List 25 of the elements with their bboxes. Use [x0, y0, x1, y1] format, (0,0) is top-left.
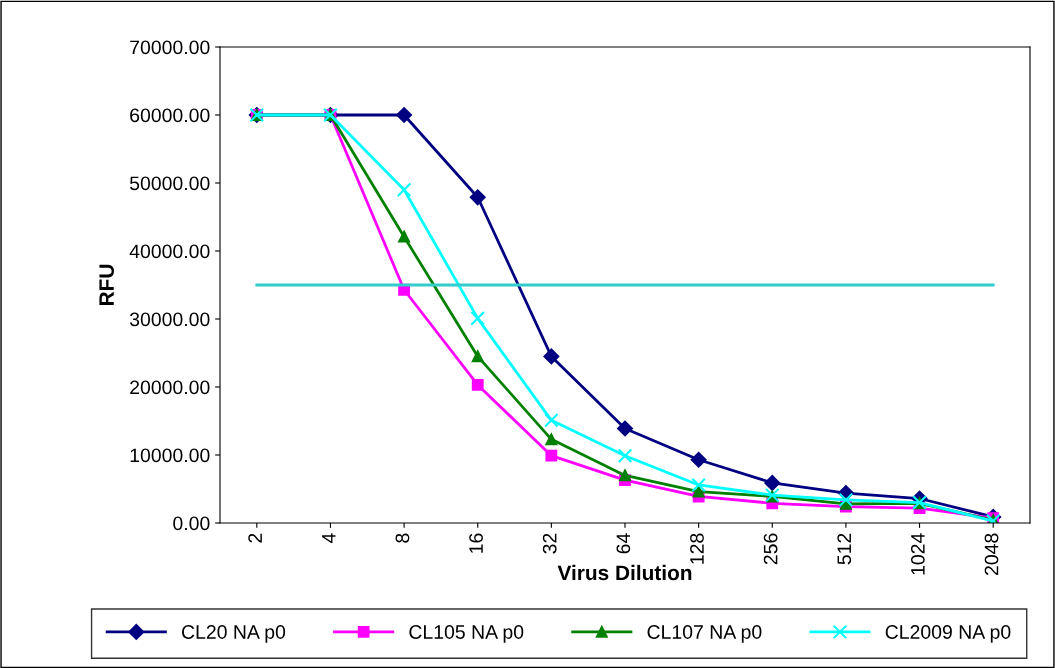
x-tick-label: 4 — [322, 533, 336, 544]
x-axis-title: Virus Dilution — [557, 564, 692, 581]
y-tick-label: 30000.00 — [129, 312, 210, 327]
x-tick-label: 512 — [837, 533, 852, 565]
x-tick-label: 128 — [690, 533, 704, 564]
y-tick-label: 70000.00 — [130, 40, 210, 55]
legend-label: CL107 NA p0 — [647, 625, 762, 643]
y-axis-title: RFU — [99, 264, 114, 306]
x-tick-label: 32 — [542, 533, 557, 554]
y-tick-label: 50000.00 — [129, 176, 210, 191]
x-tick-label: 64 — [616, 533, 631, 554]
x-tick-label: 8 — [395, 533, 410, 543]
y-tick-label: 0.00 — [173, 516, 210, 531]
x-tick-label: 2048 — [984, 533, 999, 575]
legend-label: CL20 NA p0 — [182, 625, 286, 643]
legend-label: CL105 NA p0 — [409, 625, 524, 643]
x-tick-label: 1024 — [911, 533, 925, 575]
x-tick-label: 256 — [763, 533, 778, 565]
legend-label: CL2009 NA p0 — [885, 625, 1011, 643]
x-tick-label: 2 — [248, 533, 262, 543]
y-tick-label: 10000.00 — [130, 448, 210, 463]
x-tick-label: 16 — [469, 533, 483, 553]
y-tick-label: 20000.00 — [130, 380, 210, 395]
y-tick-label: 40000.00 — [129, 244, 210, 259]
y-tick-label: 60000.00 — [130, 108, 210, 123]
